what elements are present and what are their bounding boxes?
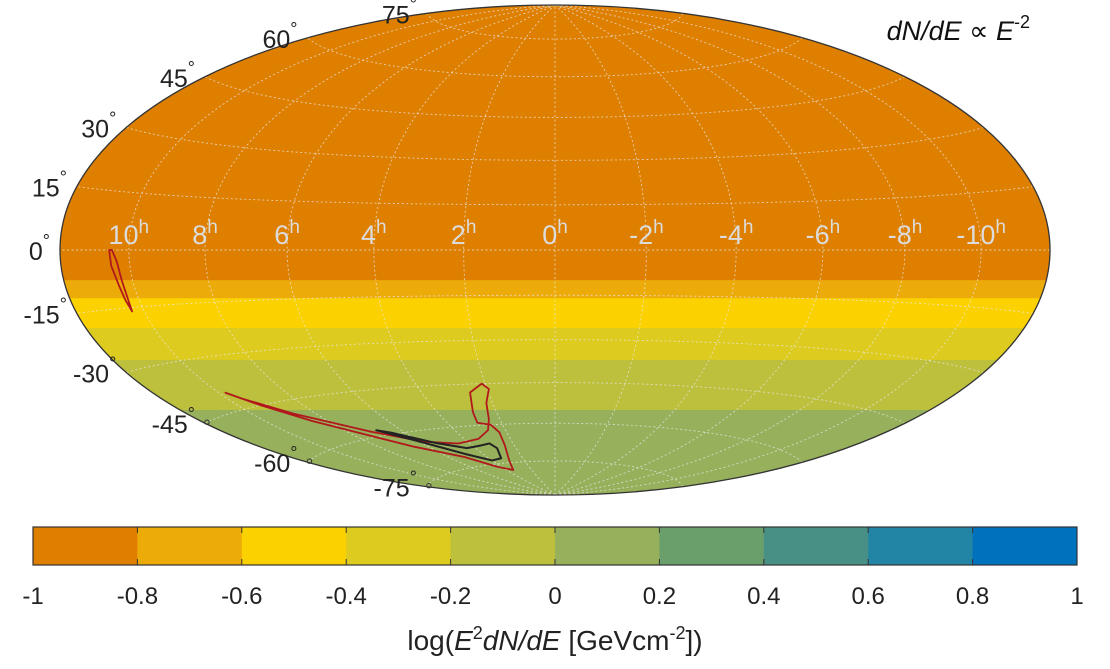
dec-tick-marker: [426, 483, 432, 489]
colorbar-segment: [972, 527, 1078, 565]
contour-outer: [108, 249, 134, 313]
ra-tick-label: 4h: [361, 217, 387, 250]
ra-tick-label: -4h: [719, 217, 754, 250]
parallel-line: [426, 460, 684, 487]
colorbar-segment: [346, 527, 452, 565]
spectrum-annotation: dN/dE ∝ E-2: [887, 12, 1030, 46]
colorbar-tick-label: 0.6: [852, 583, 885, 610]
ra-tick-label: -2h: [629, 217, 664, 250]
parallel-line: [426, 13, 684, 40]
meridian-line: [286, 5, 556, 495]
colorbar-tick-label: -0.8: [117, 583, 158, 610]
colorbar-segment: [137, 527, 243, 565]
dec-tick-marker: [204, 419, 210, 425]
parallel-line: [307, 422, 803, 463]
dec-tick-label: -45°: [152, 404, 195, 439]
colorbar-tick-label: -0.2: [430, 583, 471, 610]
dec-tick-label: -75°: [374, 468, 417, 503]
colorbar-tick-label: 0.8: [956, 583, 989, 610]
contour-layer: [108, 249, 515, 471]
dec-tick-label: -30°: [73, 354, 116, 389]
ra-tick-label: 6h: [274, 217, 300, 250]
colorbar-segment: [33, 527, 138, 565]
dec-tick-marker: [306, 458, 313, 464]
colorbar-tick-label: 0.2: [643, 583, 676, 610]
ra-tick-label: 0h: [542, 217, 568, 250]
colorbar-tick-label: -0.4: [326, 583, 367, 610]
meridian-line: [554, 5, 982, 495]
dec-tick-label: -60°: [254, 443, 297, 478]
dec-tick-label: 45°: [160, 58, 195, 93]
colorbar-tick-labels: -1 -0.8 -0.6 -0.4 -0.2 0 0.2 0.4 0.6 0.8 1: [22, 527, 1084, 610]
dec-tick-markers: [204, 419, 432, 489]
ra-tick-labels: 10h 8h 6h 4h 2h 0h -2h -4h -6h -8h -10h: [108, 217, 1006, 250]
dec-band: [60, 280, 1050, 299]
dec-tick-label: 30°: [81, 109, 116, 144]
map-boundary: [59, 4, 1051, 496]
meridian-line: [128, 5, 556, 495]
dec-tick-labels: 75° 60° 45° 30° 15° 0° -15°-30° -45° -60° -75°: [24, 0, 417, 503]
dec-tick-label: 0°: [29, 231, 50, 266]
colorbar-label: log(E2dN/dE [GeVcm-2]): [407, 623, 702, 656]
dec-tick-label: 15°: [32, 168, 67, 203]
ra-tick-label: 8h: [192, 217, 218, 250]
colorbar-tick-label: 0.4: [747, 583, 780, 610]
colorbar-tick-label: -0.6: [221, 583, 262, 610]
contour-inner: [375, 429, 503, 462]
colorbar-tick-label: 1: [1070, 583, 1083, 610]
colorbar-segment: [763, 527, 869, 565]
dec-tick-label: 75°: [382, 0, 417, 29]
parallel-line: [76, 186, 1034, 206]
ra-tick-label: 10h: [108, 217, 149, 250]
colorbar-segment: [659, 527, 765, 565]
colorbar-segment: [241, 527, 347, 565]
colorbar-segment: [868, 527, 974, 565]
colorbar-segment: [450, 527, 556, 565]
ra-tick-label: -6h: [806, 217, 841, 250]
meridian-line: [554, 5, 824, 495]
dec-tick-label: -15°: [24, 294, 67, 329]
ra-tick-label: -8h: [888, 217, 923, 250]
dec-tick-label: 60°: [262, 19, 297, 54]
ra-tick-label: -10h: [956, 217, 1006, 250]
parallel-line: [307, 37, 803, 78]
parallel-line: [76, 294, 1034, 314]
ra-tick-label: 2h: [451, 217, 477, 250]
colorbar-segment: [555, 527, 660, 565]
colorbar-tick-label: -1: [22, 583, 43, 610]
colorbar-tick-label: 0: [548, 583, 561, 610]
